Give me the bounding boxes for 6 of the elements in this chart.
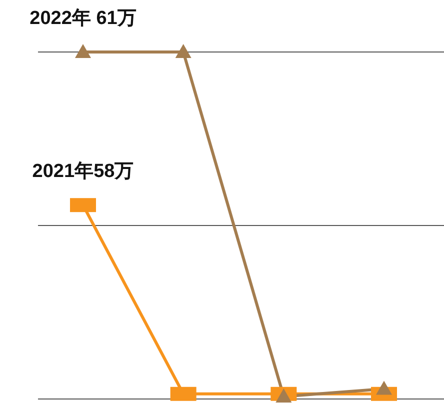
point (75, 44, 91, 58)
point (175, 44, 192, 58)
data-label: 2021年58万 (32, 161, 134, 182)
data-label: 2022年 61万 (30, 8, 136, 29)
point (276, 388, 292, 402)
point (376, 380, 392, 395)
